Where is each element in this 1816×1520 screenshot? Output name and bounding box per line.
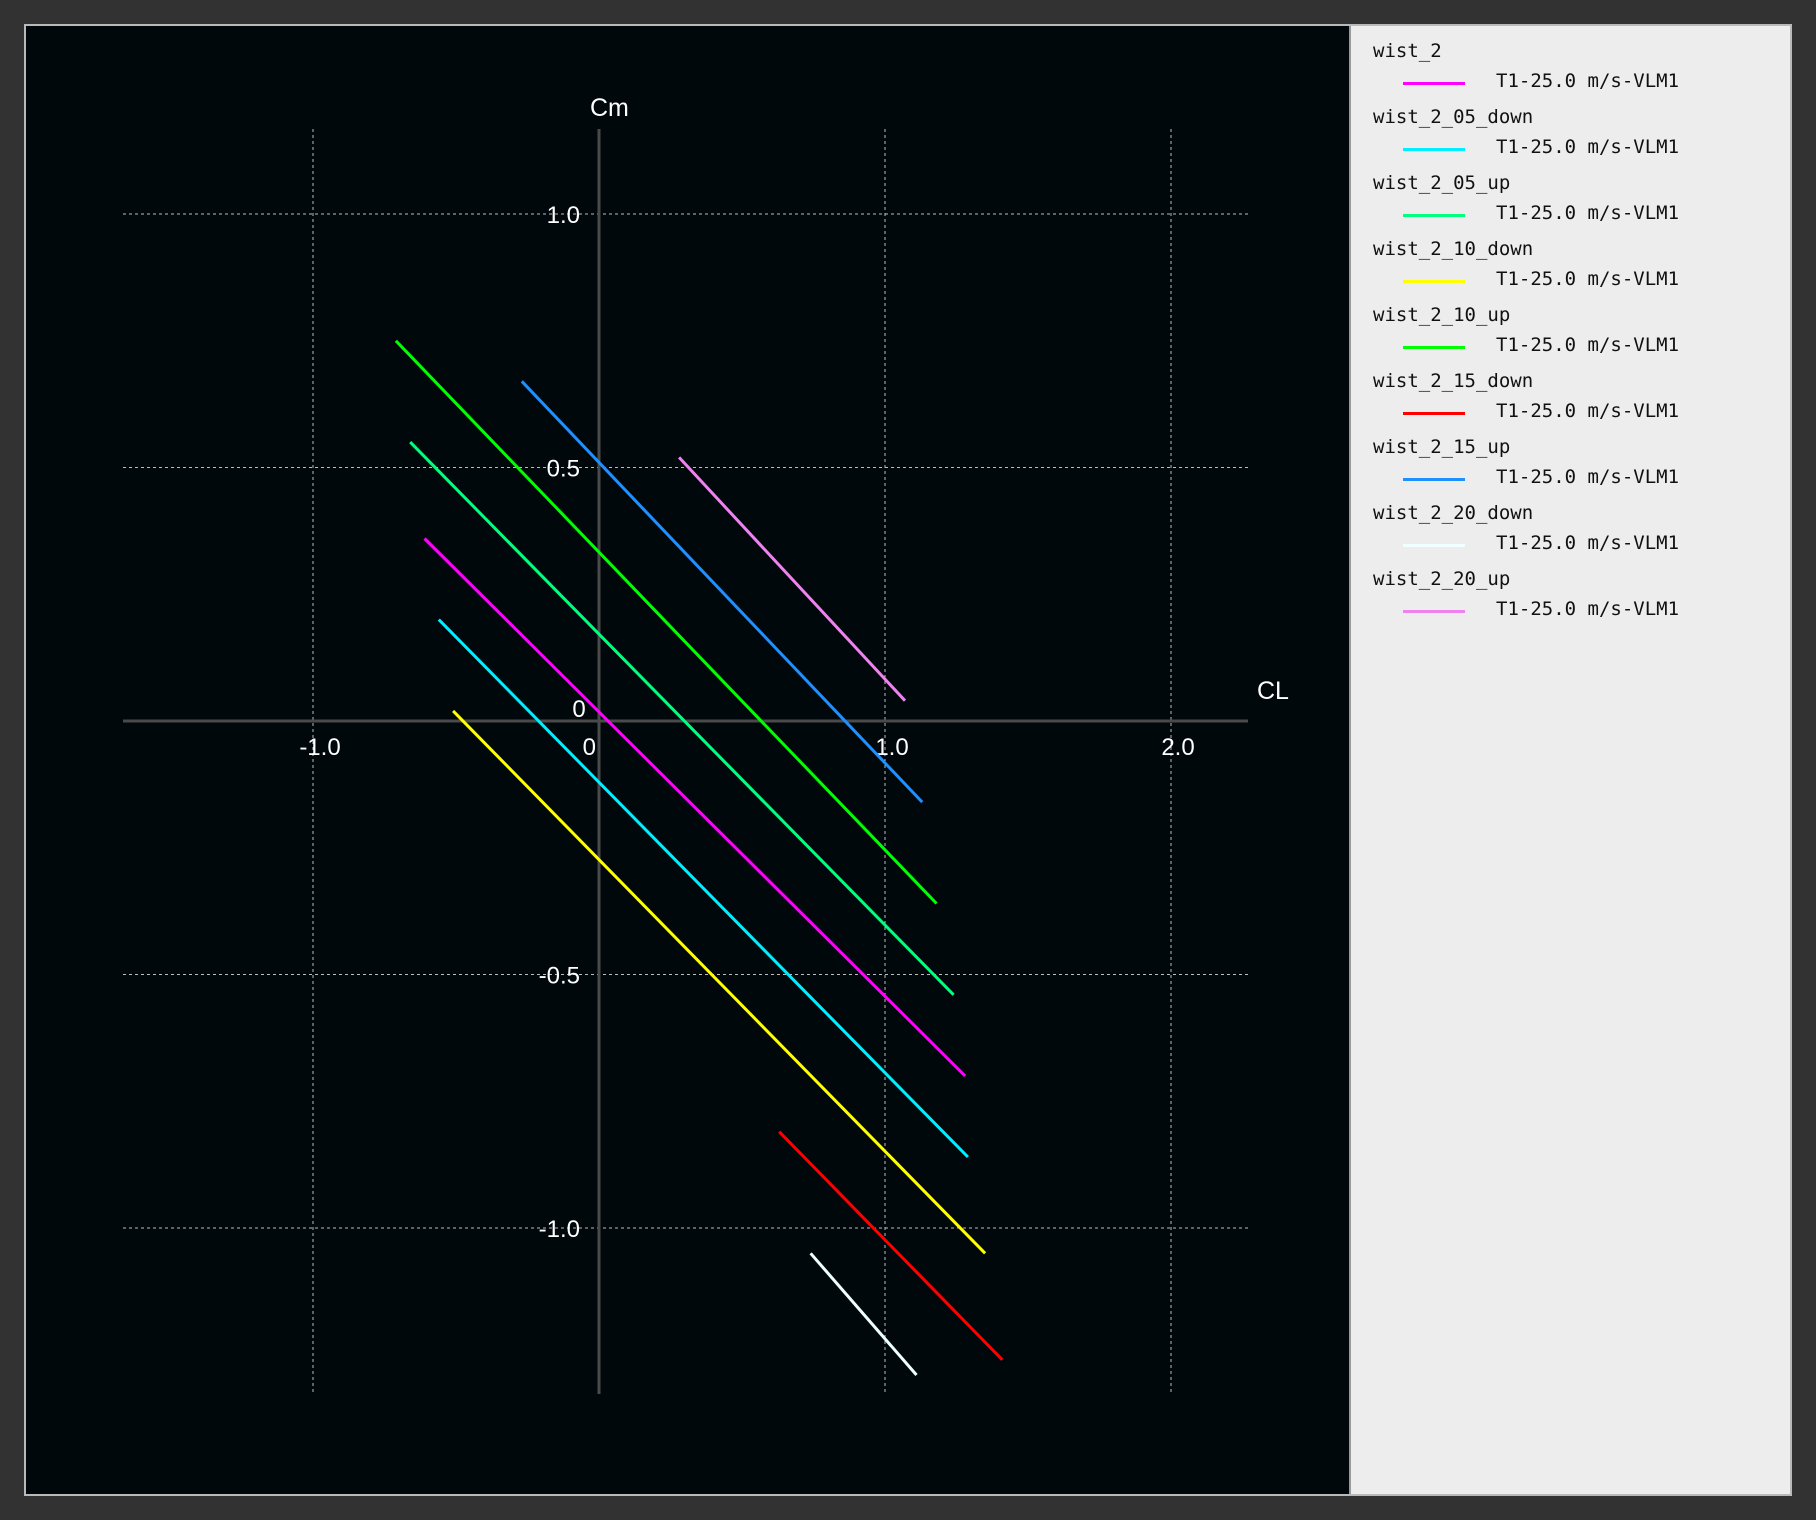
- series-line-wist-2-05-down: [437, 618, 969, 1159]
- legend-series-name: wist_2_20_up: [1373, 568, 1511, 590]
- legend-panel: wist_2 T1-25.0 m/s-VLM1 wist_2_05_down T1-2…: [1351, 26, 1790, 1494]
- legend-series-label: T1-25.0 m/s-VLM1: [1496, 334, 1680, 356]
- series-line-wist-2-10-down: [452, 709, 987, 1255]
- legend-series-label: T1-25.0 m/s-VLM1: [1496, 136, 1680, 158]
- tick-labels: -1.0 0 1.0 2.01.00.50-0.5-1.0: [299, 202, 1194, 1243]
- grid: [123, 129, 1248, 1394]
- legend-series-name: wist_2_10_down: [1373, 238, 1534, 260]
- legend-series-label: T1-25.0 m/s-VLM1: [1496, 466, 1680, 488]
- y-tick-label: -0.5: [539, 963, 580, 990]
- legend-swatch: [1403, 82, 1465, 85]
- x-tick-label: 2.0: [1161, 734, 1194, 761]
- legend-swatch: [1403, 148, 1465, 151]
- series-line-wist-2-20-down: [809, 1252, 918, 1376]
- plot-area[interactable]: -1.0 0 1.0 2.0 1.0 0.5 0 -0.5 -1.0 CL Cm: [26, 26, 1349, 1494]
- legend-series-label: T1-25.0 m/s-VLM1: [1496, 70, 1680, 92]
- x-axis-title: CL: [1257, 677, 1289, 705]
- legend-swatch: [1403, 280, 1465, 283]
- plot-window: -1.0 0 1.0 2.0 1.0 0.5 0 -0.5 -1.0 CL Cm wist_2 T…: [24, 24, 1792, 1496]
- legend-swatch: [1403, 214, 1465, 217]
- panel-divider[interactable]: [1349, 26, 1351, 1494]
- legend-entry[interactable]: wist_2_10_down T1-25.0 m/s-VLM1: [1351, 238, 1790, 298]
- legend-entry[interactable]: wist_2_15_down T1-25.0 m/s-VLM1: [1351, 370, 1790, 430]
- legend-series-name: wist_2: [1373, 40, 1442, 62]
- x-tick-label: 0: [583, 734, 596, 761]
- legend-series-label: T1-25.0 m/s-VLM1: [1496, 400, 1680, 422]
- y-tick-label: 0.5: [547, 456, 580, 483]
- legend-series-name: wist_2_05_up: [1373, 172, 1511, 194]
- y-tick-label: -1.0: [539, 1216, 580, 1243]
- legend-swatch: [1403, 346, 1465, 349]
- chart-svg: -1.0 0 1.0 2.01.00.50-0.5-1.0 CL Cm: [123, 94, 1289, 1394]
- y-tick-label: 0: [572, 696, 585, 723]
- legend-series-name: wist_2_20_down: [1373, 502, 1534, 524]
- legend-entry[interactable]: wist_2_05_down T1-25.0 m/s-VLM1: [1351, 106, 1790, 166]
- legend-series-label: T1-25.0 m/s-VLM1: [1496, 268, 1680, 290]
- axes: [123, 129, 1248, 1394]
- series-line-wist-2-05-up: [409, 441, 955, 996]
- legend-entry[interactable]: wist_2_05_up T1-25.0 m/s-VLM1: [1351, 172, 1790, 232]
- legend-entry[interactable]: wist_2 T1-25.0 m/s-VLM1: [1351, 40, 1790, 100]
- legend-swatch: [1403, 610, 1465, 613]
- series-line-wist-2-20-up: [678, 456, 907, 702]
- legend-entry[interactable]: wist_2_20_up T1-25.0 m/s-VLM1: [1351, 568, 1790, 628]
- legend-entry[interactable]: wist_2_15_up T1-25.0 m/s-VLM1: [1351, 436, 1790, 496]
- legend-swatch: [1403, 544, 1465, 547]
- legend-series-name: wist_2_05_down: [1373, 106, 1534, 128]
- legend-series-name: wist_2_15_down: [1373, 370, 1534, 392]
- legend-series-name: wist_2_10_up: [1373, 304, 1511, 326]
- legend-swatch: [1403, 478, 1465, 481]
- series-lines: [394, 339, 1004, 1376]
- legend-series-label: T1-25.0 m/s-VLM1: [1496, 532, 1680, 554]
- y-tick-label: 1.0: [547, 202, 580, 229]
- series-line-wist-2: [423, 537, 967, 1077]
- legend-series-label: T1-25.0 m/s-VLM1: [1496, 598, 1680, 620]
- x-tick-label: -1.0: [299, 734, 340, 761]
- y-axis-title: Cm: [590, 94, 629, 122]
- legend-entry[interactable]: wist_2_10_up T1-25.0 m/s-VLM1: [1351, 304, 1790, 364]
- series-line-wist-2-15-down: [778, 1130, 1004, 1361]
- series-line-wist-2-10-up: [394, 339, 938, 905]
- legend-series-label: T1-25.0 m/s-VLM1: [1496, 202, 1680, 224]
- legend-series-name: wist_2_15_up: [1373, 436, 1511, 458]
- legend-entry[interactable]: wist_2_20_down T1-25.0 m/s-VLM1: [1351, 502, 1790, 562]
- legend-swatch: [1403, 412, 1465, 415]
- series-line-wist-2-15-up: [520, 380, 924, 804]
